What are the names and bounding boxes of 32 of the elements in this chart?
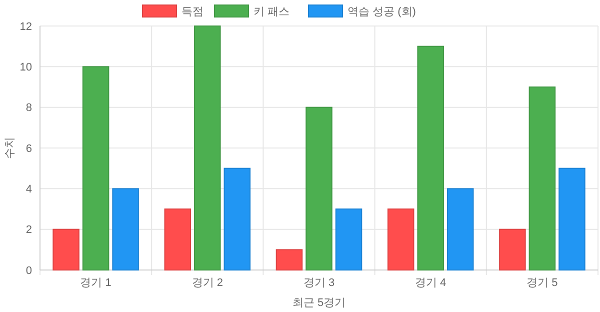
bar xyxy=(387,208,414,270)
legend-label: 득점 xyxy=(182,6,204,18)
bar xyxy=(417,46,444,270)
bar xyxy=(276,249,303,270)
y-tick-label: 0 xyxy=(26,264,32,277)
bar xyxy=(224,168,251,270)
bar xyxy=(164,208,192,270)
y-axis-title: 수치 xyxy=(4,137,16,159)
bar xyxy=(112,188,139,270)
y-tick-label: 4 xyxy=(26,184,32,196)
bar xyxy=(52,228,80,270)
bar xyxy=(335,208,362,270)
y-tick-label: 10 xyxy=(20,62,32,74)
x-tick-label: 경기 4 xyxy=(415,277,446,289)
x-tick-label: 경기 3 xyxy=(303,277,335,289)
bar xyxy=(194,26,221,270)
legend-label: 역습 성공 (회) xyxy=(348,6,416,18)
x-tick-label: 경기 5 xyxy=(526,277,558,289)
bar xyxy=(82,66,110,270)
x-tick-label: 경기 2 xyxy=(192,277,223,289)
bar xyxy=(446,188,474,270)
y-tick-label: 6 xyxy=(26,142,32,155)
y-tick-label: 12 xyxy=(20,20,32,33)
y-tick-label: 8 xyxy=(26,102,32,114)
bar xyxy=(528,86,556,270)
legend-label: 키 패스 xyxy=(254,6,290,18)
x-tick-label: 경기 1 xyxy=(80,277,112,289)
bar xyxy=(306,106,332,270)
y-tick-label: 2 xyxy=(26,224,32,236)
x-axis-title: 최근 5경기 xyxy=(292,297,346,309)
bar xyxy=(499,228,526,270)
bar xyxy=(558,168,586,270)
